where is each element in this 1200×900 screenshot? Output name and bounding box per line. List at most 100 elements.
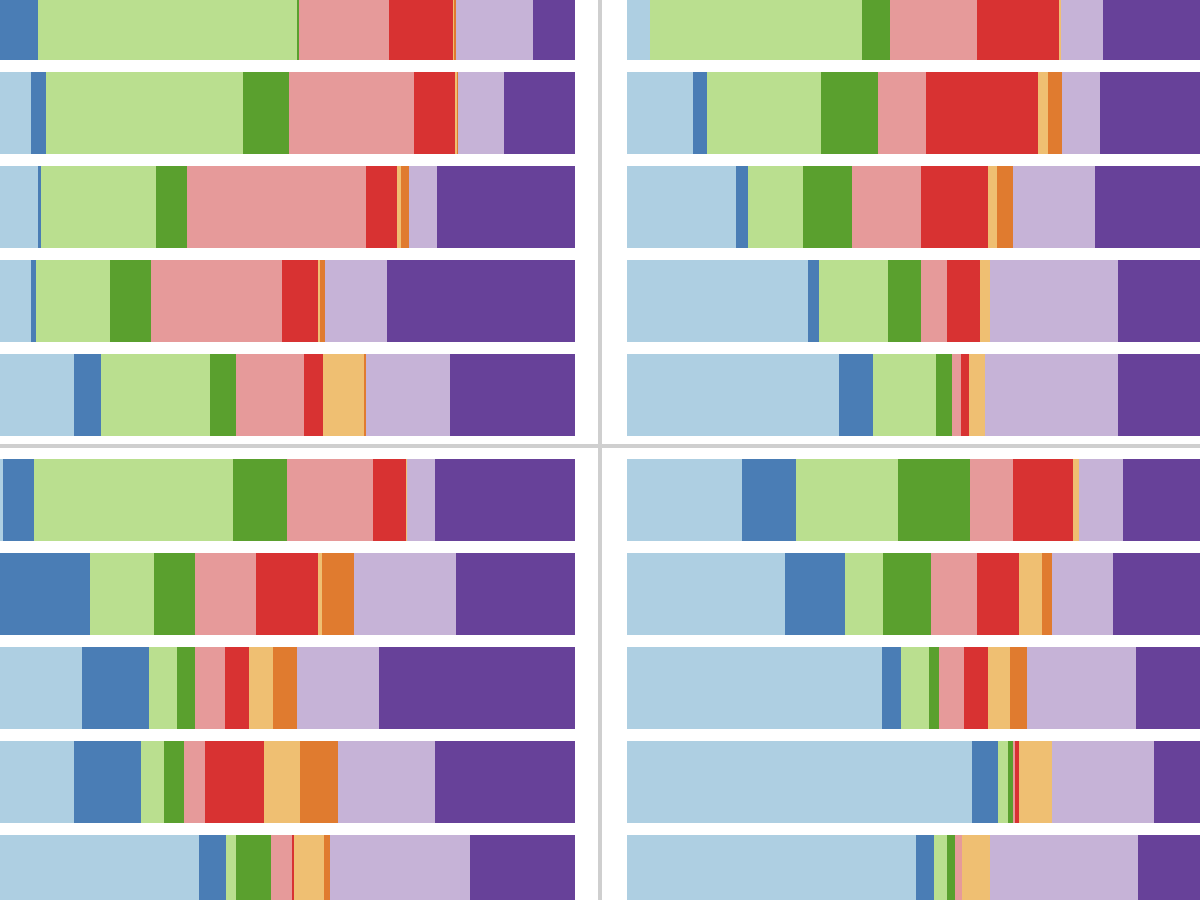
- bar-segment: [627, 553, 785, 635]
- bar-segment: [101, 354, 210, 436]
- bar-segment: [297, 0, 299, 60]
- bar-segment: [338, 741, 435, 823]
- bar-segment: [796, 459, 898, 541]
- bar-segment: [156, 166, 187, 248]
- bar-segment: [852, 166, 921, 248]
- bar-segment: [243, 72, 289, 154]
- bar-segment: [414, 72, 455, 154]
- bar-segment: [151, 260, 282, 342]
- bar-segment: [1048, 72, 1062, 154]
- bar-segment: [264, 741, 300, 823]
- bar-segment: [962, 835, 990, 900]
- bar-segment: [1013, 166, 1095, 248]
- bar-segment: [453, 0, 454, 60]
- bar-segment: [324, 835, 330, 900]
- bar-segment: [1073, 459, 1079, 541]
- bar-segment: [41, 166, 156, 248]
- bar-segment: [454, 0, 456, 60]
- bar-segment: [184, 741, 205, 823]
- bar-segment: [1154, 741, 1200, 823]
- bar-segment: [389, 0, 453, 60]
- bar-segment: [1015, 741, 1019, 823]
- bar-segment: [458, 72, 504, 154]
- bar-segment: [177, 647, 195, 729]
- bar-segment: [952, 354, 961, 436]
- bar-segment: [627, 166, 736, 248]
- bar-segment: [401, 166, 409, 248]
- bar-segment: [1010, 647, 1027, 729]
- bar-segment: [364, 354, 366, 436]
- bar-segment: [282, 260, 318, 342]
- bar-segment: [187, 166, 366, 248]
- bar-segment: [74, 741, 141, 823]
- bar-segment: [455, 72, 457, 154]
- bar-segment: [90, 553, 154, 635]
- bar-segment: [693, 72, 707, 154]
- bar-segment: [0, 260, 31, 342]
- bar-segment: [292, 835, 294, 900]
- bar-segment: [1042, 553, 1052, 635]
- bar-segment: [955, 835, 962, 900]
- bar-segment: [409, 166, 437, 248]
- bar-segment: [707, 72, 821, 154]
- bar-segment: [990, 260, 1118, 342]
- bar-segment: [970, 459, 1013, 541]
- panel-divider: [598, 0, 602, 900]
- bar-segment: [289, 72, 414, 154]
- bar-segment: [110, 260, 151, 342]
- bar-segment: [82, 647, 149, 729]
- bar-segment: [977, 553, 1019, 635]
- bar-segment: [988, 166, 997, 248]
- bar-segment: [38, 166, 41, 248]
- bar-segment: [373, 459, 406, 541]
- bar-segment: [300, 741, 338, 823]
- bar-segment: [1095, 166, 1200, 248]
- panel-divider: [0, 444, 1200, 448]
- bar-segment: [435, 741, 575, 823]
- bar-segment: [379, 647, 575, 729]
- bar-segment: [627, 354, 839, 436]
- bar-segment: [34, 459, 233, 541]
- bar-segment: [916, 835, 934, 900]
- bar-segment: [366, 166, 397, 248]
- bar-segment: [233, 459, 287, 541]
- bar-segment: [1100, 72, 1200, 154]
- bar-segment: [0, 835, 199, 900]
- bar-segment: [1118, 354, 1200, 436]
- bar-segment: [0, 0, 38, 60]
- bar-segment: [736, 166, 748, 248]
- bar-segment: [990, 835, 1138, 900]
- bar-segment: [627, 72, 693, 154]
- bar-segment: [980, 260, 990, 342]
- bar-segment: [322, 553, 354, 635]
- bar-segment: [936, 354, 952, 436]
- bar-segment: [435, 459, 575, 541]
- bar-segment: [304, 354, 323, 436]
- bar-segment: [195, 647, 225, 729]
- bar-segment: [406, 459, 407, 541]
- bar-segment: [354, 553, 456, 635]
- bar-segment: [1123, 459, 1200, 541]
- bar-segment: [627, 741, 972, 823]
- bar-segment: [318, 553, 322, 635]
- bar-segment: [988, 647, 1010, 729]
- bar-segment: [256, 553, 318, 635]
- bar-segment: [407, 459, 435, 541]
- bar-segment: [1061, 0, 1103, 60]
- bar-segment: [0, 72, 31, 154]
- bar-segment: [1019, 553, 1042, 635]
- bar-segment: [437, 166, 575, 248]
- bar-segment: [1118, 260, 1200, 342]
- bar-segment: [164, 741, 184, 823]
- bar-segment: [236, 354, 304, 436]
- bar-segment: [273, 647, 297, 729]
- bar-segment: [972, 741, 998, 823]
- bar-segment: [299, 0, 389, 60]
- bar-segment: [271, 835, 292, 900]
- bar-segment: [504, 72, 575, 154]
- bar-segment: [318, 260, 320, 342]
- bar-segment: [878, 72, 926, 154]
- bar-segment: [195, 553, 256, 635]
- bar-segment: [297, 647, 379, 729]
